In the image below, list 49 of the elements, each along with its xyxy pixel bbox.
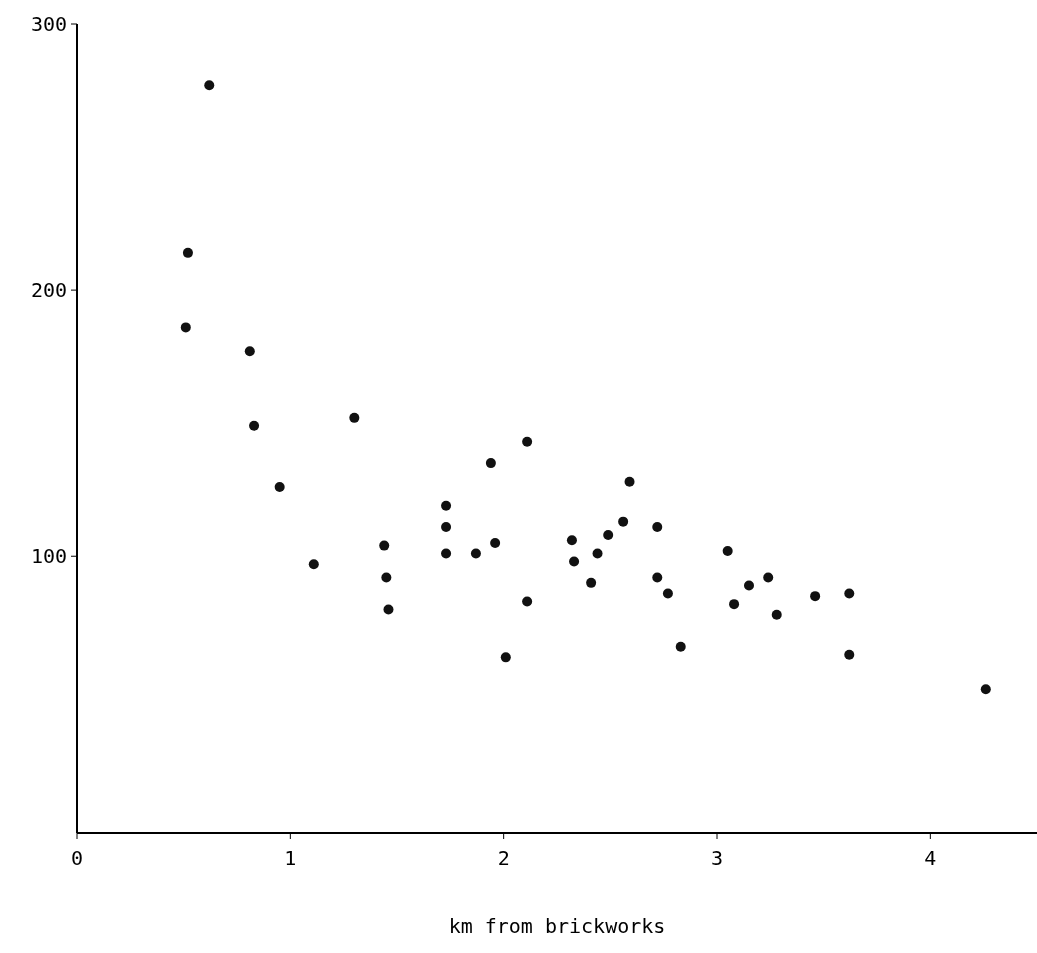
point: [844, 649, 855, 660]
point: [182, 247, 193, 258]
x-axis-title: km from brickworks: [448, 914, 666, 938]
point: [441, 500, 452, 511]
point: [500, 652, 511, 663]
point: [592, 548, 603, 559]
point: [308, 559, 319, 570]
point: [729, 599, 740, 610]
point: [441, 521, 452, 532]
point: [675, 641, 686, 652]
point: [204, 80, 215, 91]
point: [603, 529, 614, 540]
point: [744, 580, 754, 591]
point: [844, 588, 855, 599]
y-tick-label: 100: [30, 544, 67, 569]
point: [441, 548, 452, 559]
point: [722, 545, 733, 556]
point: [379, 540, 390, 551]
point: [274, 482, 285, 493]
point: [249, 420, 260, 431]
point: [618, 516, 629, 527]
point: [522, 436, 533, 447]
point: [586, 577, 597, 588]
point: [652, 521, 663, 532]
point: [470, 548, 481, 559]
y-tick-label: 300: [30, 12, 67, 36]
point: [349, 412, 360, 423]
point: [566, 535, 577, 546]
point: [490, 537, 501, 548]
y-tick-label: 200: [30, 278, 67, 303]
point: [180, 322, 191, 333]
x-tick-label: 2: [497, 846, 510, 870]
point: [383, 604, 394, 615]
point: [980, 684, 991, 695]
point: [569, 556, 580, 567]
point: [763, 572, 774, 583]
point: [485, 458, 496, 469]
x-tick-label: 3: [710, 846, 724, 870]
point: [381, 572, 392, 583]
point: [522, 596, 533, 607]
point: [624, 476, 635, 487]
point: [244, 346, 255, 357]
point: [662, 588, 673, 599]
point: [652, 572, 663, 583]
point: [810, 591, 821, 602]
x-tick-label: 1: [284, 846, 297, 870]
point: [771, 609, 782, 620]
x-tick-label: 0: [70, 846, 84, 870]
x-tick-label: 4: [924, 846, 937, 870]
